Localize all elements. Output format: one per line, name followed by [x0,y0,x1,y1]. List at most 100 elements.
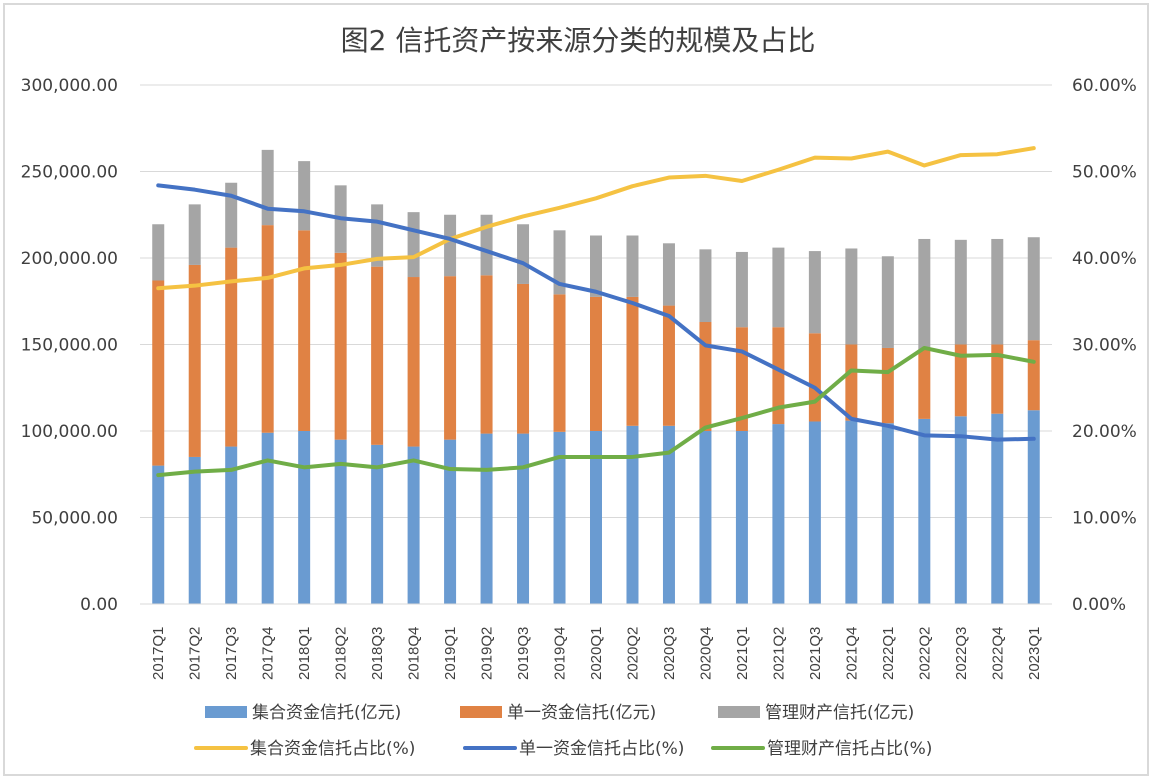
bar-segment [517,433,530,604]
bar-segment [808,421,821,604]
bar-segment [517,224,530,284]
bar-segment [626,235,639,297]
x-tick-label: 2017Q3 [223,627,240,680]
bar-segment [699,322,712,431]
x-tick-label: 2019Q1 [442,627,459,680]
bar-segment [261,432,274,604]
bar-segment [626,296,639,426]
bar-segment [772,424,785,604]
chart-title: 图2 信托资产按来源分类的规模及占比 [341,24,816,57]
bar-segment [261,149,274,226]
bar-segment [954,344,967,417]
bar-segment [188,204,201,265]
y-tick-label: 100,000.00 [21,422,118,442]
bar-segment [881,256,894,348]
x-tick-label: 2022Q4 [989,627,1006,680]
bar-segment [152,224,165,281]
y-tick-label: 50,000.00 [31,509,118,529]
bar-segment [590,431,602,604]
bar-segment [334,252,347,440]
y2-tick-label: 40.00% [1072,249,1137,269]
bar-segment [371,444,384,604]
bar-segment [225,446,238,604]
x-tick-label: 2021Q2 [770,627,787,680]
y2-tick-label: 0.00% [1072,595,1126,615]
bar-segment [225,182,238,248]
x-tick-label: 2017Q4 [260,627,277,680]
legend-label: 集合资金信托(亿元) [252,703,401,723]
bar-segment [735,251,748,328]
x-tick-label: 2022Q3 [953,627,970,680]
x-tick-label: 2023Q1 [1026,627,1043,680]
y2-tick-label: 60.00% [1072,76,1137,96]
bar-segment [991,344,1004,414]
x-tick-label: 2017Q1 [150,627,167,680]
y2-tick-label: 10.00% [1072,509,1137,529]
bar-segment [954,239,967,345]
bar-segment [845,248,858,345]
x-tick-label: 2022Q1 [880,627,897,680]
y2-tick-label: 30.00% [1072,336,1137,356]
bar-segment [152,465,165,604]
bar-segment [699,249,712,323]
y-tick-label: 250,000.00 [21,163,118,183]
y-axis-left: 0.00 50,000.00 100,000.00 150,000.00 200,000… [21,76,118,615]
x-tick-label: 2021Q3 [807,627,824,680]
x-tick-label: 2018Q1 [296,627,313,680]
y2-tick-label: 20.00% [1072,422,1137,442]
bar-segment [261,225,274,433]
x-tick-label: 2018Q2 [333,627,350,680]
x-tick-label: 2020Q1 [588,627,605,680]
bar-segment [735,431,748,604]
legend-swatch [205,706,247,718]
bar-segment [918,349,931,419]
x-tick-label: 2018Q3 [369,627,386,680]
x-axis: 2017Q1 2017Q2 2017Q3 2017Q4 2018Q1 2018Q2 2018… [140,603,1052,680]
bar-segment [808,251,821,334]
bar-segment [845,420,858,604]
bar-segment [444,214,457,277]
x-tick-label: 2020Q3 [661,627,678,680]
x-tick-label: 2019Q4 [552,627,569,680]
bar-segment [662,243,675,306]
bar-segment [991,238,1004,345]
x-tick-label: 2020Q4 [697,627,714,680]
bar-segment [699,431,712,604]
series-line [156,345,1036,478]
bar-segment [371,266,384,445]
bar-segment [590,235,602,297]
bar-segment [772,327,785,425]
y2-tick-label: 50.00% [1072,163,1137,183]
y-tick-label: 200,000.00 [21,249,118,269]
legend: 集合资金信托(亿元) 单一资金信托(亿元) 管理财产信托(亿元) 集合资金信托占比(%… [194,703,932,759]
bar-segment [480,275,493,434]
bar-segment [298,431,311,604]
bar-segment [553,230,566,295]
legend-label: 单一资金信托(亿元) [507,703,656,723]
legend-swatch [460,706,502,718]
x-tick-label: 2018Q4 [406,627,423,680]
bar-segment [517,283,530,434]
x-tick-label: 2017Q2 [187,627,204,680]
y-tick-label: 150,000.00 [21,336,118,356]
bars [152,149,1040,604]
bar-segment [407,446,420,604]
legend-label: 单一资金信托占比(%) [519,739,684,759]
x-tick-label: 2019Q3 [515,627,532,680]
bar-segment [152,280,165,466]
legend-swatch [718,706,760,718]
bar-segment [918,418,931,604]
x-tick-label: 2020Q2 [624,627,641,680]
bar-segment [808,333,821,422]
bar-segment [590,296,602,431]
legend-label: 管理财产信托(亿元) [765,703,914,723]
x-tick-label: 2019Q2 [479,627,496,680]
bar-segment [444,276,457,440]
bar-segment [334,439,347,604]
y-tick-label: 0.00 [80,595,118,615]
bar-segment [225,247,238,447]
x-tick-label: 2021Q1 [734,627,751,680]
y-axis-right: 0.00% 10.00% 20.00% 30.00% 40.00% 50.00% 60.00… [1072,76,1137,615]
bar-segment [845,344,858,421]
